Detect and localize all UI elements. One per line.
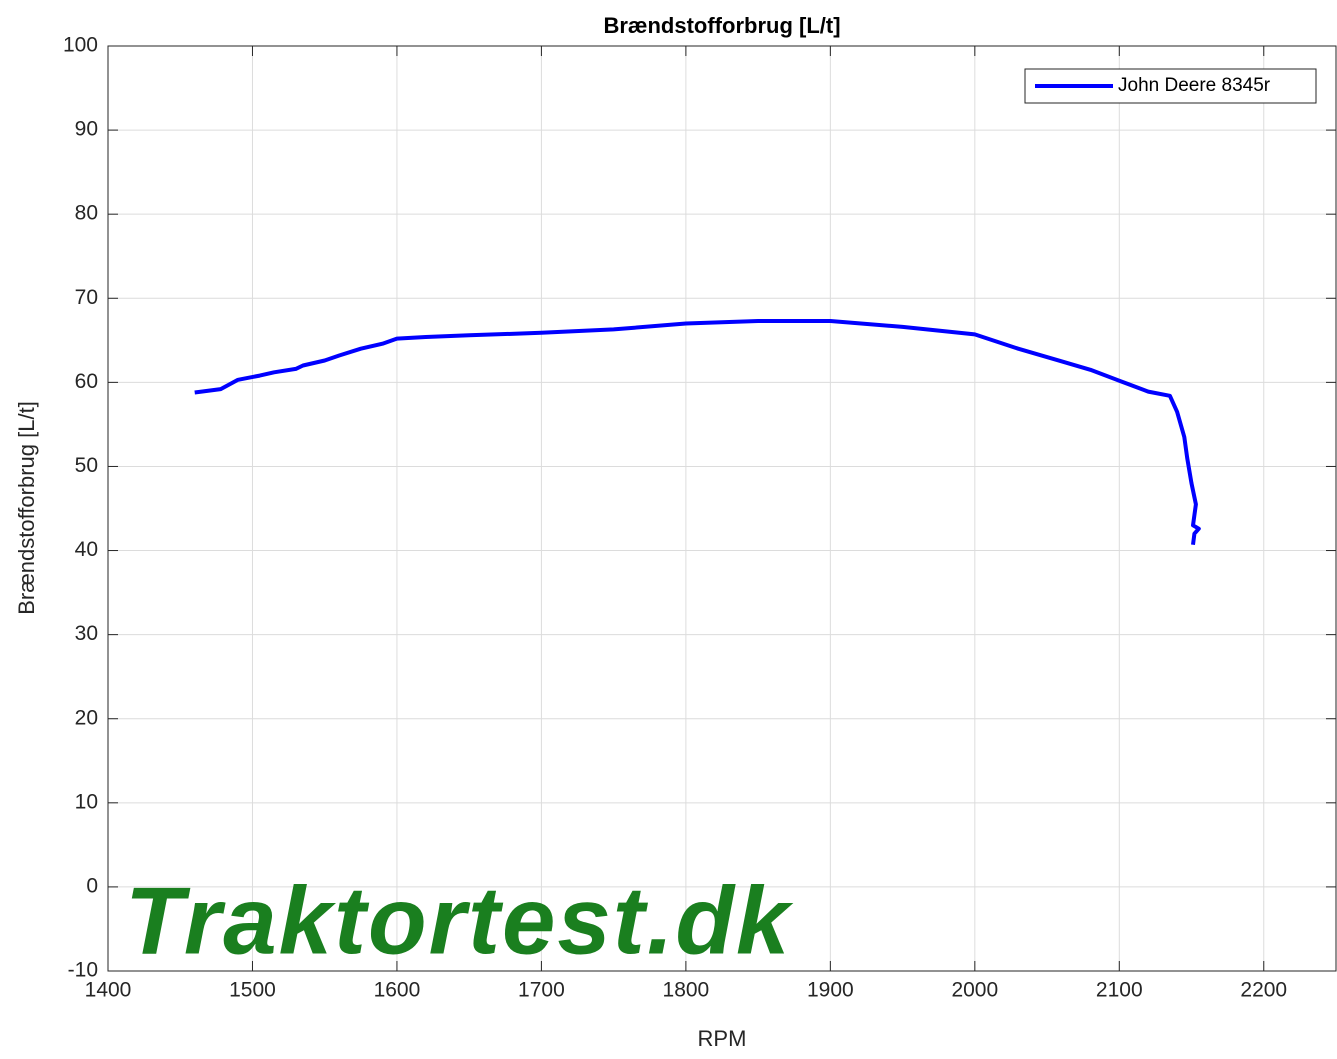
x-tick-label: 1600 — [374, 979, 421, 1002]
y-tick-label: 60 — [75, 370, 98, 393]
axes-box — [107, 45, 1337, 972]
y-tick-label: 10 — [75, 790, 98, 813]
y-tick-label: 0 — [86, 874, 98, 897]
x-tick-label: 1800 — [663, 979, 710, 1002]
legend-label: John Deere 8345r — [1118, 75, 1271, 96]
x-tick-label: 1900 — [807, 979, 854, 1002]
x-tick-label: 2200 — [1240, 979, 1287, 1002]
x-axis-label: RPM — [698, 1026, 747, 1051]
y-axis-label: Brændstofforbrug [L/t] — [14, 401, 39, 615]
x-tick-label: 1500 — [229, 979, 276, 1002]
x-tick-label: 2000 — [951, 979, 998, 1002]
watermark: Traktortest.dk — [125, 867, 794, 974]
y-tick-label: -10 — [68, 959, 98, 982]
x-tick-label: 2100 — [1096, 979, 1143, 1002]
line — [194, 319, 1201, 545]
x-tick-label: 1400 — [85, 979, 132, 1002]
y-tick-label: 20 — [75, 706, 98, 729]
y-tick-label: 70 — [75, 286, 98, 309]
x-tick-label: 1700 — [518, 979, 565, 1002]
y-tick-label: 100 — [63, 34, 98, 57]
y-tick-label: 30 — [75, 622, 98, 645]
y-tick-label: 80 — [75, 202, 98, 225]
chart-title: Brændstofforbrug [L/t] — [603, 13, 840, 38]
y-tick-label: 90 — [75, 118, 98, 141]
y-tick-label: 40 — [75, 538, 98, 561]
y-tick-label: 50 — [75, 454, 98, 477]
